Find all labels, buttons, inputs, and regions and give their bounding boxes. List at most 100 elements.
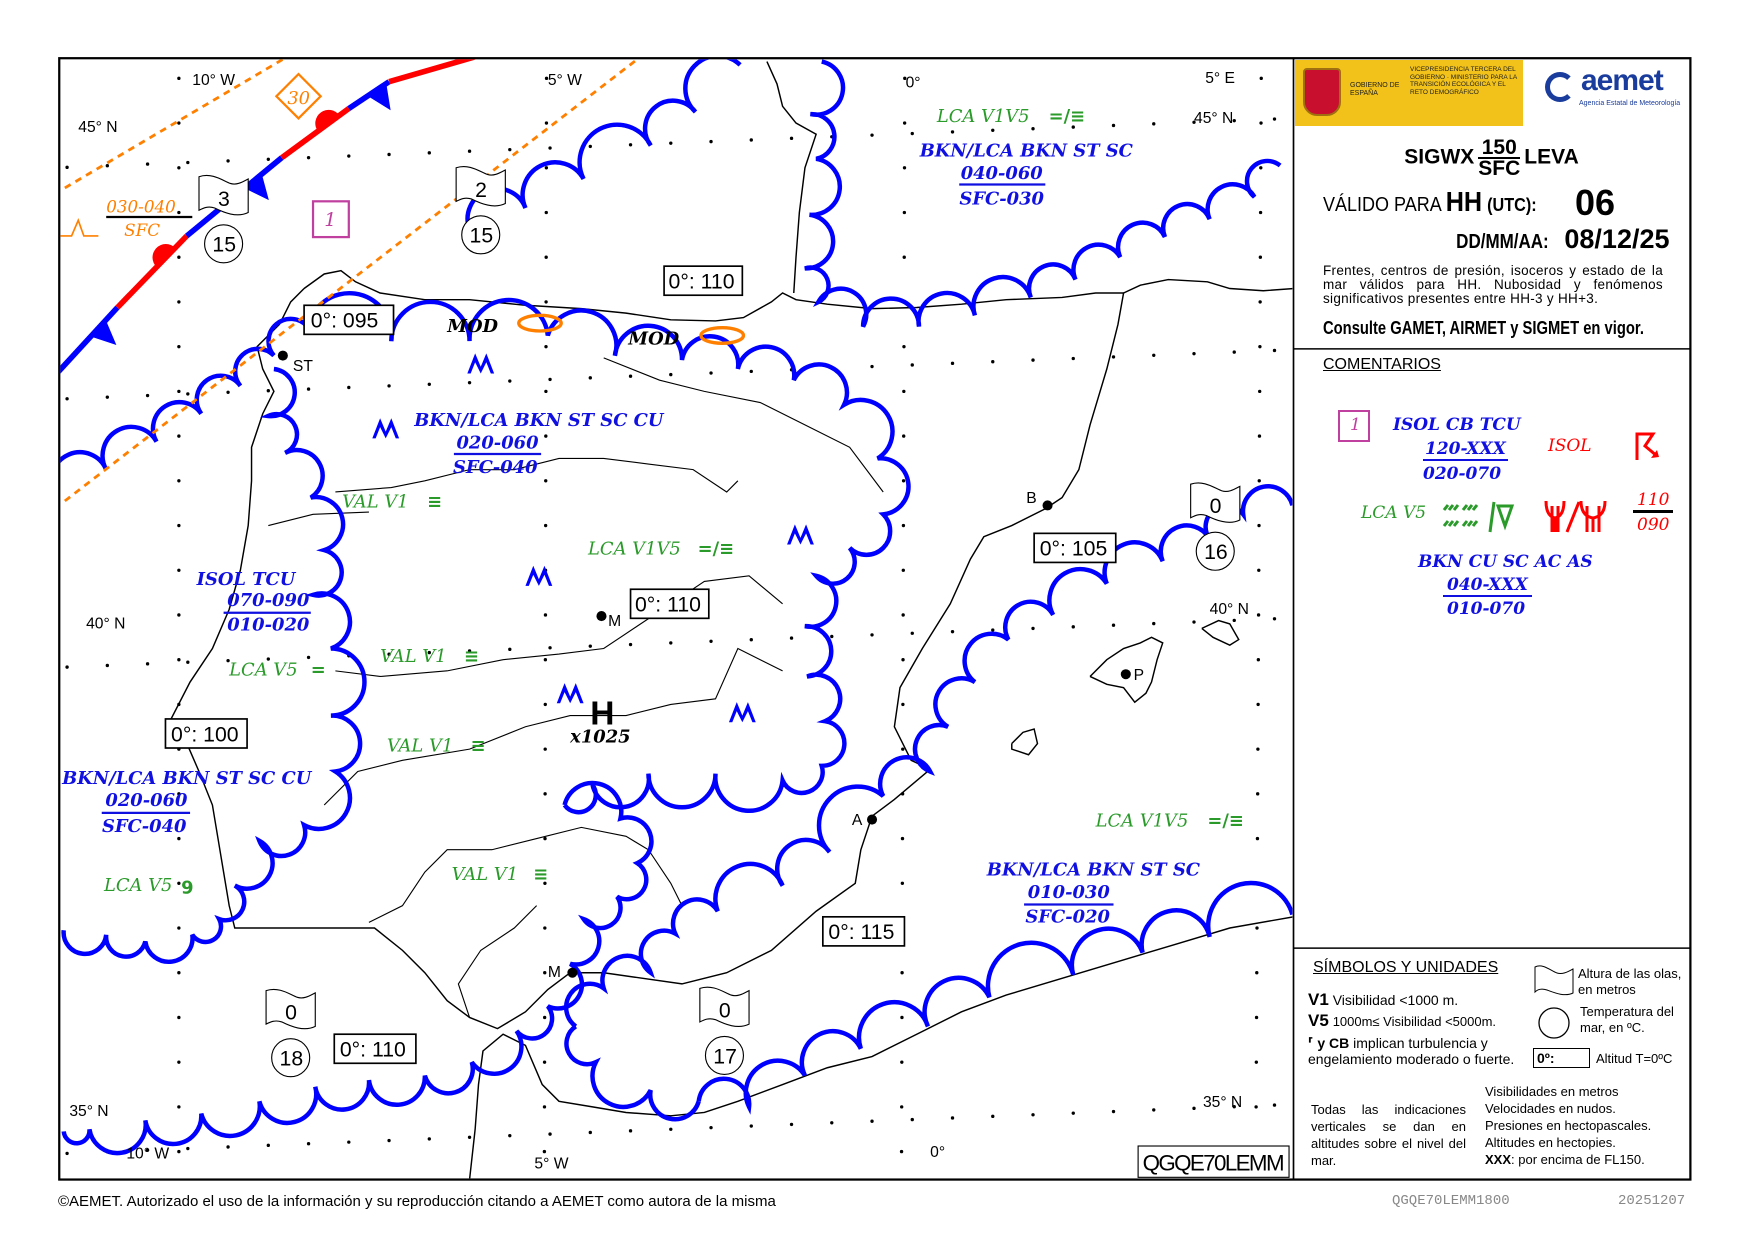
graticule-dot: [1232, 118, 1236, 123]
graticule-dot: [306, 1142, 311, 1146]
graticule-dot: [543, 523, 548, 528]
weather-label: VAL V1 ≡: [452, 864, 549, 885]
graticule-dot: [749, 1124, 753, 1128]
comment-cloud2: BKN CU SC AC AS: [1418, 552, 1593, 572]
graticule-dot: [542, 1015, 547, 1020]
wave-height: 2: [475, 178, 487, 202]
graticule-dot: [226, 159, 230, 163]
freezing-level-box: 0°: 110: [333, 1033, 417, 1065]
graticule-dot: [1111, 123, 1116, 128]
graticule-dot: [709, 139, 713, 144]
warm-front-semicircle-icon: [465, 59, 467, 60]
cities: ST M B P A M: [277, 350, 1144, 981]
coat-of-arms-icon: [1303, 68, 1341, 116]
graticule-dot: [544, 389, 548, 394]
graticule-dot: [901, 479, 906, 483]
graticule-dot: [105, 663, 110, 668]
graticule-dot: [1256, 702, 1260, 707]
svg-text:VAL V1: VAL V1: [387, 735, 453, 756]
city-dot: [866, 814, 878, 825]
graticule-dot: [1259, 76, 1263, 81]
graticule-dot: [1255, 836, 1260, 841]
cold-front-triangle-icon: [367, 83, 391, 111]
svg-text:010-020: 010-020: [227, 615, 310, 636]
graticule-dot: [588, 644, 592, 648]
graticule-dot: [543, 926, 547, 930]
graticule-dot: [900, 881, 905, 885]
svg-text:≡: ≡: [471, 735, 486, 756]
sea-state-symbols: 3 15 2 15 0 16 0 18 0 17: [198, 166, 1241, 1078]
svg-text:LCA V5: LCA V5: [103, 875, 172, 896]
legend-fz-box: 0º:: [1533, 1048, 1590, 1068]
wind-speed-diamond: 30: [274, 72, 323, 120]
svg-text:≡: ≡: [533, 864, 548, 885]
north-africa-coast: [468, 916, 1293, 1179]
graticule-dot: [177, 76, 181, 81]
comment-isol: ISOL: [1548, 436, 1592, 456]
sea-state: 0 18: [265, 988, 316, 1078]
graticule-dot: [544, 76, 549, 81]
title-suffix: LEVA: [1524, 145, 1579, 169]
graticule-dot: [901, 747, 905, 751]
svg-text:BKN/LCA BKN ST SC: BKN/LCA BKN ST SC: [986, 859, 1201, 880]
product-code: QGQE70LEMM1800: [1392, 1193, 1510, 1209]
graticule-dot: [628, 143, 633, 147]
graticule-dot: [387, 152, 391, 157]
city-dot: [1042, 500, 1053, 511]
turbulence-line: [63, 59, 639, 503]
graticule-dot: [1257, 568, 1261, 572]
france-south-coast: [1123, 278, 1293, 294]
menorca: [1201, 619, 1240, 646]
lon-label: 5° E: [1205, 70, 1235, 87]
high-pressure-center: H x1025: [569, 696, 630, 748]
graticule-dot: [1192, 351, 1196, 356]
warm-front-segment: [115, 234, 189, 310]
graticule-dot: [427, 1137, 431, 1141]
graticule-dot: [669, 1127, 673, 1131]
graticule-dot: [177, 389, 181, 394]
graticule-dot: [306, 155, 311, 160]
comment-cloud1: ISOL CB TCU: [1393, 415, 1521, 435]
validity-note: Frentes, centros de presión, isoceros y …: [1323, 263, 1663, 306]
graticule-dot: [901, 568, 905, 572]
graticule-labels: 10° W 45° N 5° W 0° 5° E 45° N 40° N 40°…: [69, 70, 1249, 1173]
graticule-dot: [544, 344, 548, 349]
graticule-dot: [749, 369, 753, 374]
wave-height: 0: [1210, 494, 1222, 518]
cloud-boundaries: [60, 59, 1293, 1156]
weather-label: LCA V1V5 =/≡: [587, 539, 734, 560]
svg-text:LCA V1V5: LCA V1V5: [1095, 810, 1189, 831]
svg-text:VAL V1: VAL V1: [342, 492, 408, 513]
graticule-dot: [177, 836, 181, 841]
cloud-boundary: [564, 1024, 701, 1122]
graticule-dot: [544, 210, 548, 215]
cloud-boundary: [61, 366, 367, 964]
cloud-boundary: [804, 59, 1282, 328]
graticule-dot: [789, 1122, 794, 1127]
symbols-heading: SÍMBOLOS Y UNIDADES: [1313, 959, 1499, 976]
graticule-dot: [669, 141, 673, 145]
graticule-dot: [543, 836, 547, 841]
graticule-dot: [467, 149, 472, 153]
graticule-dot: [1111, 355, 1116, 359]
graticule-dot: [1232, 350, 1236, 354]
graticule-dot: [910, 131, 914, 136]
graticule-dot: [830, 1121, 834, 1125]
mountain-obscured-icon: [556, 683, 584, 704]
graticule-dot: [105, 164, 110, 168]
legend-sst: Temperatura del mar, en ºC.: [1580, 1004, 1674, 1035]
graticule-dot: [177, 1149, 181, 1154]
graticule-dot: [306, 387, 311, 391]
graticule-dot: [1031, 127, 1035, 131]
warm-front-semicircle-icon: [152, 244, 176, 268]
graticule-dot: [266, 1143, 270, 1148]
graticule-dot: [1256, 747, 1260, 751]
city-label: P: [1134, 667, 1144, 684]
graticule-dot: [901, 658, 905, 662]
graticule-dot: [1259, 121, 1263, 125]
svg-text:MOD: MOD: [627, 328, 679, 349]
